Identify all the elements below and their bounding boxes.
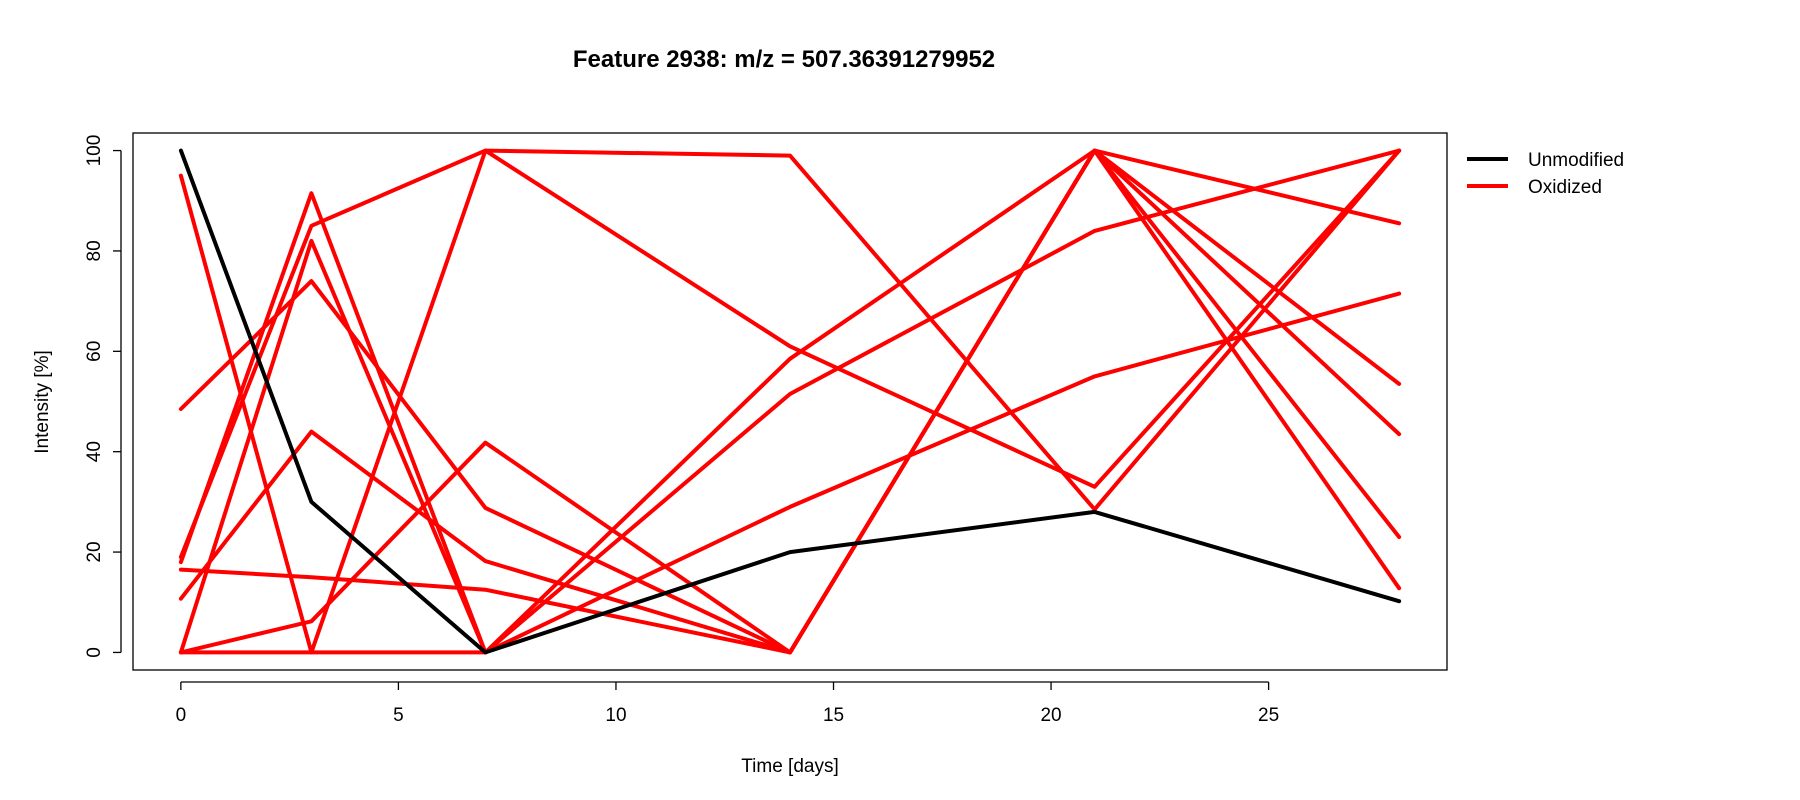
series-line-oxidized-3 bbox=[178, 148, 1402, 655]
x-tick-label: 25 bbox=[1258, 705, 1279, 726]
x-axis: 0 5 10 15 20 25 bbox=[176, 681, 1279, 726]
legend-label-oxidized: Oxidized bbox=[1528, 177, 1602, 198]
series-line-oxidized-8 bbox=[178, 148, 1402, 655]
series-line-oxidized-1 bbox=[178, 148, 1402, 655]
x-tick-label: 5 bbox=[393, 705, 404, 726]
y-tick-label: 20 bbox=[84, 541, 105, 562]
series-layer bbox=[178, 148, 1402, 655]
y-tick-label: 60 bbox=[84, 341, 105, 362]
legend-label-unmodified: Unmodified bbox=[1528, 150, 1624, 171]
x-tick-label: 20 bbox=[1040, 705, 1061, 726]
y-tick-label: 100 bbox=[84, 135, 105, 167]
x-tick-label: 10 bbox=[605, 705, 626, 726]
plot-area-frame bbox=[132, 132, 1448, 671]
series-line-oxidized-9 bbox=[178, 291, 1402, 655]
legend: Unmodified Oxidized bbox=[1467, 150, 1624, 198]
series-line-oxidized-4 bbox=[178, 148, 1402, 655]
x-tick-label: 15 bbox=[823, 705, 844, 726]
y-tick-label: 40 bbox=[84, 441, 105, 462]
series-line-oxidized-6 bbox=[178, 148, 1402, 655]
y-axis: 0 20 40 60 80 100 bbox=[84, 135, 122, 658]
series-line-oxidized-7 bbox=[178, 148, 1402, 655]
x-axis-label: Time [days] bbox=[741, 756, 839, 777]
series-line-unmodified-0 bbox=[178, 148, 1402, 655]
series-line-oxidized-2 bbox=[178, 148, 1402, 560]
x-tick-label: 0 bbox=[176, 705, 187, 726]
y-tick-label: 0 bbox=[84, 647, 105, 658]
y-axis-label: Intensity [%] bbox=[32, 350, 53, 454]
chart-title: Feature 2938: m/z = 507.36391279952 bbox=[573, 46, 995, 73]
series-line-oxidized-5 bbox=[178, 148, 1402, 655]
y-tick-label: 80 bbox=[84, 240, 105, 261]
